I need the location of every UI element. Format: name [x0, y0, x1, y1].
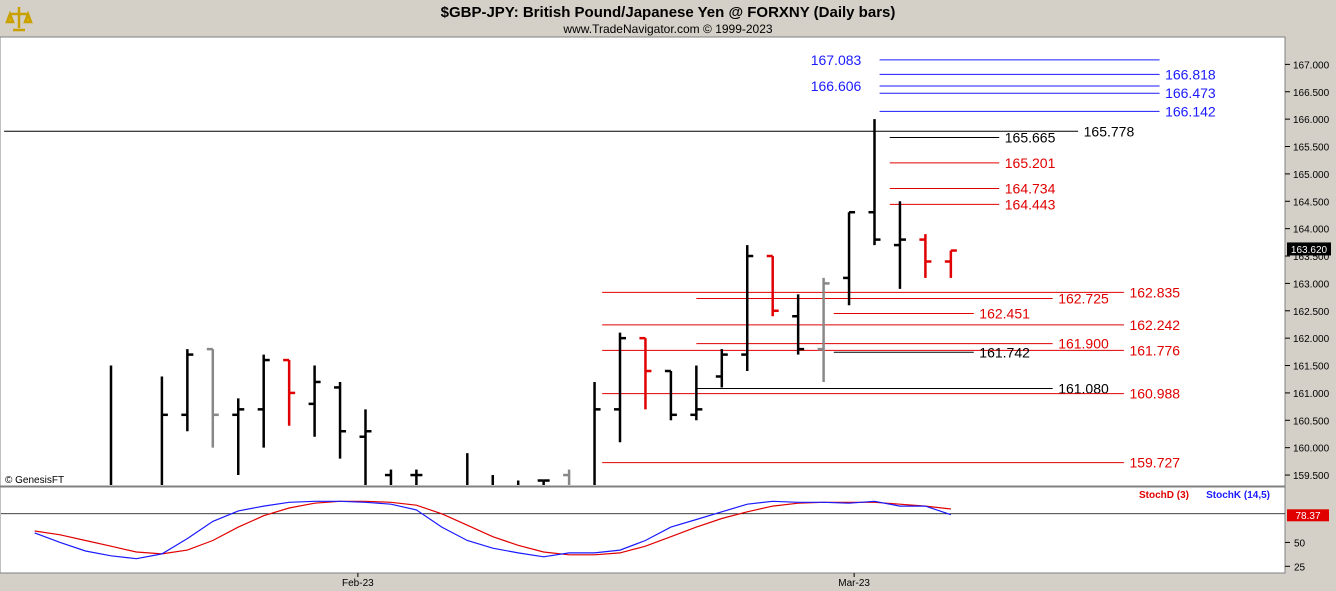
ohlc-bar — [639, 336, 652, 410]
ohlc-bar — [537, 479, 550, 485]
ohlc-bar — [690, 365, 703, 421]
price-level-label: 167.083 — [811, 52, 862, 68]
price-y-tick-label: 161.500 — [1293, 362, 1330, 373]
price-y-tick-label: 164.000 — [1293, 225, 1330, 236]
price-bars — [109, 119, 957, 485]
price-level-label: 162.451 — [979, 305, 1030, 321]
price-level-label: 164.443 — [1005, 196, 1056, 212]
ohlc-bar — [160, 376, 168, 485]
time-axis: Feb-23 Mar-23 — [342, 573, 870, 589]
price-level-label: 166.818 — [1165, 66, 1216, 82]
price-level-label: 161.900 — [1058, 336, 1109, 352]
price-y-tick-label: 160.500 — [1293, 416, 1330, 427]
stoch-value-marker: 78.37 — [1287, 509, 1329, 522]
ohlc-bar — [334, 381, 347, 459]
ohlc-bar — [563, 469, 571, 485]
price-level-label: 166.142 — [1165, 103, 1216, 119]
price-level-label: 165.201 — [1005, 155, 1056, 171]
price-level-label: 166.606 — [811, 78, 862, 94]
price-y-tick-label: 163.000 — [1293, 279, 1330, 290]
ohlc-bar — [792, 294, 805, 355]
price-y-tick-label: 162.000 — [1293, 334, 1330, 345]
price-level-label: 165.778 — [1084, 123, 1135, 139]
stoch-k-legend: StochK (14,5) — [1206, 490, 1270, 501]
price-y-tick-label: 163.500 — [1293, 252, 1330, 263]
stochastic-panel — [0, 486, 1286, 574]
price-y-tick-label: 159.500 — [1293, 471, 1330, 482]
time-tick-label: Mar-23 — [838, 578, 870, 589]
price-y-tick-label: 166.500 — [1293, 88, 1330, 99]
ohlc-bar — [283, 358, 296, 426]
price-y-tick-label: 165.000 — [1293, 170, 1330, 181]
price-panel — [0, 36, 1286, 487]
ohlc-bar — [868, 119, 881, 246]
stoch-value-label: 78.37 — [1295, 511, 1320, 522]
price-y-tick-label: 166.000 — [1293, 115, 1330, 126]
price-level-label: 162.835 — [1129, 284, 1180, 300]
ohlc-bar — [843, 210, 856, 306]
stoch-series-line — [34, 500, 951, 556]
price-level-label: 166.473 — [1165, 85, 1216, 101]
price-level-label: 160.988 — [1129, 386, 1180, 402]
ohlc-bar — [410, 469, 423, 485]
price-y-tick-label: 160.000 — [1293, 444, 1330, 455]
price-y-tick-label: 167.000 — [1293, 60, 1330, 71]
price-level-label: 161.776 — [1129, 342, 1180, 358]
ohlc-bar — [206, 347, 219, 448]
ohlc-bar — [384, 469, 393, 485]
price-level-label: 161.742 — [979, 344, 1030, 360]
price-y-axis: 159.500 160.000 160.500 161.000 161.500 162.0… — [1285, 60, 1330, 482]
stochastic-y-axis: 50 25 — [1285, 538, 1306, 573]
ohlc-bar — [359, 409, 372, 485]
stoch-series-line — [34, 500, 952, 560]
ohlc-bar — [614, 332, 626, 443]
ohlc-bar — [944, 249, 957, 278]
last-price-marker: 163.620 — [1287, 242, 1331, 256]
stoch-y-tick-label: 50 — [1294, 538, 1306, 549]
ohlc-bar — [893, 201, 906, 289]
stochastic-lines — [1, 500, 1285, 560]
ohlc-bar — [257, 354, 270, 448]
price-level-label: 164.734 — [1005, 180, 1056, 196]
last-price-label: 163.620 — [1291, 245, 1328, 256]
time-tick-label: Feb-23 — [342, 578, 374, 589]
ohlc-bar — [919, 234, 932, 278]
price-y-tick-label: 161.000 — [1293, 389, 1330, 400]
price-y-tick-label: 162.500 — [1293, 307, 1330, 318]
ohlc-bar — [715, 349, 728, 388]
ohlc-bar — [308, 365, 321, 437]
ohlc-bar — [766, 254, 779, 317]
price-y-tick-label: 164.500 — [1293, 197, 1330, 208]
copyright-text: www.TradeNavigator.com © 1999-2023 — [562, 22, 772, 36]
ohlc-bar — [593, 381, 601, 485]
ohlc-bar — [181, 349, 194, 432]
price-level-label: 159.727 — [1129, 455, 1180, 471]
data-source-text: © GenesisFT — [5, 475, 64, 486]
price-level-label: 161.080 — [1058, 381, 1109, 397]
ohlc-bar — [664, 369, 677, 421]
price-levels: 167.083 166.818 166.606 166.473 166.142 165.7… — [4, 52, 1216, 471]
ohlc-bar — [741, 245, 754, 372]
ohlc-bar — [817, 277, 830, 382]
price-level-label: 162.725 — [1058, 290, 1109, 306]
price-level-label: 162.242 — [1129, 317, 1180, 333]
app-logo — [4, 4, 34, 34]
price-y-tick-label: 165.500 — [1293, 143, 1330, 154]
stoch-y-tick-label: 25 — [1294, 562, 1306, 573]
ohlc-bar — [232, 398, 245, 476]
stoch-d-legend: StochD (3) — [1139, 490, 1189, 501]
chart-title: $GBP-JPY: British Pound/Japanese Yen @ F… — [441, 4, 896, 21]
price-level-label: 165.665 — [1005, 129, 1056, 145]
